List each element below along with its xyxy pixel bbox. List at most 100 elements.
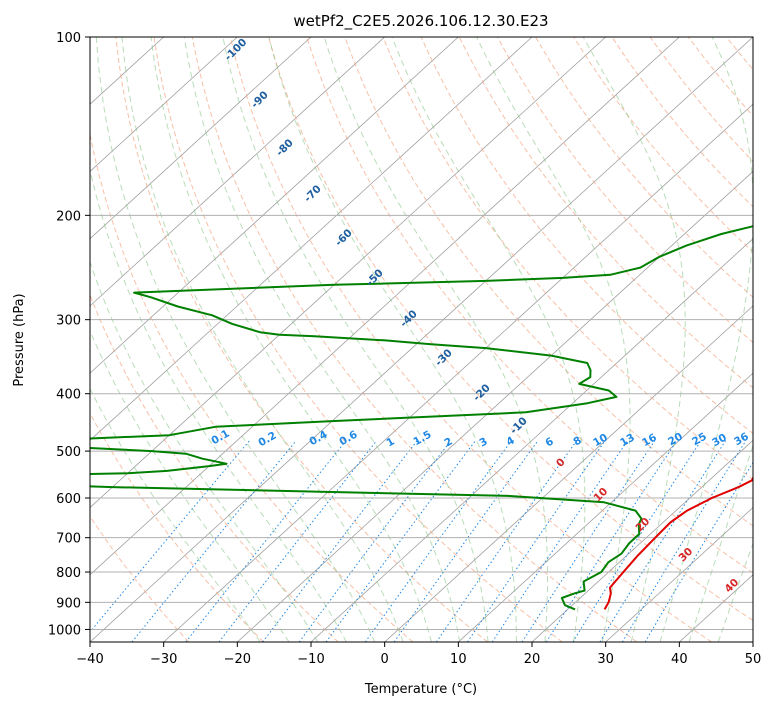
moist-adiabat-line: [582, 37, 686, 642]
mixing-ratio-line: [467, 440, 606, 642]
isotherm-line: [90, 37, 680, 576]
mixing-ratio-label: 36: [732, 431, 751, 449]
mixing-ratio-label: 20: [666, 431, 685, 449]
isotherm-line: [90, 37, 312, 240]
chart-title: wetPf2_C2E5.2026.106.12.30.E23: [293, 12, 548, 31]
dry-adiabat-line: [496, 37, 753, 344]
moist-adiabat-line: [476, 37, 631, 642]
x-tick-label: −40: [76, 652, 103, 667]
moist-adiabat-line: [688, 443, 753, 642]
x-axis-ticks: −40 −30 −20 −10 0 10 20 30 40 50: [76, 642, 761, 667]
y-tick-label: 400: [56, 388, 81, 403]
y-tick-label: 300: [56, 314, 81, 329]
moist-adiabat-line: [222, 37, 489, 642]
dry-adiabat-label: -50: [364, 267, 386, 289]
dry-adiabat-label: 20: [633, 515, 652, 534]
isotherm-line: [605, 507, 753, 642]
moist-adiabat-line: [95, 37, 376, 642]
dry-adiabat-label: 40: [722, 576, 741, 595]
mixing-ratio-line: [218, 440, 378, 642]
mixing-ratio-label: 1: [384, 435, 396, 449]
dry-adiabat-line: [229, 37, 712, 642]
mixing-ratio-line: [545, 440, 678, 642]
y-tick-label: 200: [56, 209, 81, 224]
moist-adiabat-line: [268, 37, 517, 642]
dry-adiabat-line: [573, 37, 753, 253]
y-tick-label: 500: [56, 445, 81, 460]
y-tick-label: 600: [56, 492, 81, 507]
mixing-ratio-label: 13: [618, 432, 637, 450]
mixing-ratio-line: [325, 440, 476, 642]
dry-adiabat-label: -80: [274, 137, 296, 159]
dry-adiabat-label: -40: [398, 308, 420, 330]
dry-adiabat-label: -10: [508, 415, 530, 437]
background-lines: [90, 37, 775, 642]
moist-adiabat-line: [717, 542, 753, 642]
dry-adiabat-line: [268, 37, 753, 622]
x-tick-label: 0: [381, 652, 389, 667]
dry-adiabat-label: -20: [471, 382, 493, 404]
mixing-ratio-line: [131, 440, 297, 642]
mixing-ratio-label: 16: [640, 432, 659, 450]
isotherm-line: [237, 170, 753, 642]
moist-adiabat-line: [90, 167, 347, 642]
dry-adiabat-line: [726, 37, 753, 71]
mixing-ratio-line: [364, 440, 512, 642]
isotherm-line: [752, 641, 753, 642]
mixing-ratio-label: 1.5: [411, 429, 433, 449]
mixing-ratio-label: 0.4: [307, 429, 329, 449]
x-tick-label: 30: [597, 652, 614, 667]
dry-adiabat-label: -90: [249, 89, 271, 111]
dry-adiabat-line: [90, 515, 190, 642]
dry-adiabat-line: [420, 37, 753, 435]
moist-adiabat-line: [183, 37, 461, 642]
x-tick-label: −30: [150, 652, 177, 667]
dry-adiabat-label: 0: [554, 456, 568, 470]
isotherm-line: [90, 37, 385, 307]
mixing-ratio-label: 3: [477, 435, 489, 449]
x-axis-label: Temperature (°C): [364, 682, 477, 697]
moist-adiabat-line: [90, 260, 319, 642]
y-axis-ticks: 1000 900 800 700 600 500 400 300 200 100: [48, 31, 90, 638]
x-tick-label: 20: [524, 652, 541, 667]
isotherm-line: [458, 372, 753, 642]
isotherm-line: [531, 439, 753, 642]
moist-adiabat-line: [121, 37, 404, 642]
mixing-ratio-label: 30: [710, 432, 729, 450]
dry-adiabat-label: -70: [302, 183, 324, 205]
dry-adiabat-line: [90, 131, 414, 642]
plot-frame: [89, 36, 754, 643]
mixing-ratio-label: 0.2: [256, 430, 278, 450]
mixing-ratio-line: [435, 440, 578, 642]
isotherm-line: [90, 37, 459, 374]
temperature-line: [603, 475, 753, 610]
dewpoint-line: [90, 225, 753, 611]
isotherm-line: [90, 37, 753, 642]
dry-adiabat-line: [306, 37, 753, 574]
mixing-ratio-line: [298, 440, 452, 642]
mixing-ratio-line: [621, 440, 747, 642]
isotherm-line: [90, 37, 606, 509]
x-tick-label: −10: [297, 652, 324, 667]
mixing-ratio-label: 0.6: [337, 429, 359, 449]
isotherm-line: [90, 37, 238, 172]
x-tick-label: 10: [450, 652, 467, 667]
dry-adiabat-line: [649, 37, 753, 163]
moist-adiabat-line: [150, 37, 432, 642]
mixing-ratio-label: 6: [543, 435, 555, 449]
x-tick-label: 40: [671, 652, 688, 667]
x-tick-label: −20: [224, 652, 251, 667]
dry-adiabat-line: [153, 37, 563, 642]
y-tick-label: 1000: [48, 623, 81, 638]
mixing-ratio-line: [572, 440, 702, 642]
dry-adiabat-line: [344, 37, 753, 527]
mixing-ratio-label: 0.1: [209, 428, 231, 448]
pressure-gridlines: [90, 37, 753, 630]
dry-adiabat-line: [765, 37, 775, 642]
dry-adiabat-line: [687, 37, 753, 117]
dry-adiabat-line: [611, 37, 753, 208]
dry-adiabat-line: [535, 37, 753, 298]
isotherm-line: [163, 103, 753, 642]
line-annotations: -100-90-80-70-60-50-40-30-20-10010203040…: [209, 36, 750, 595]
